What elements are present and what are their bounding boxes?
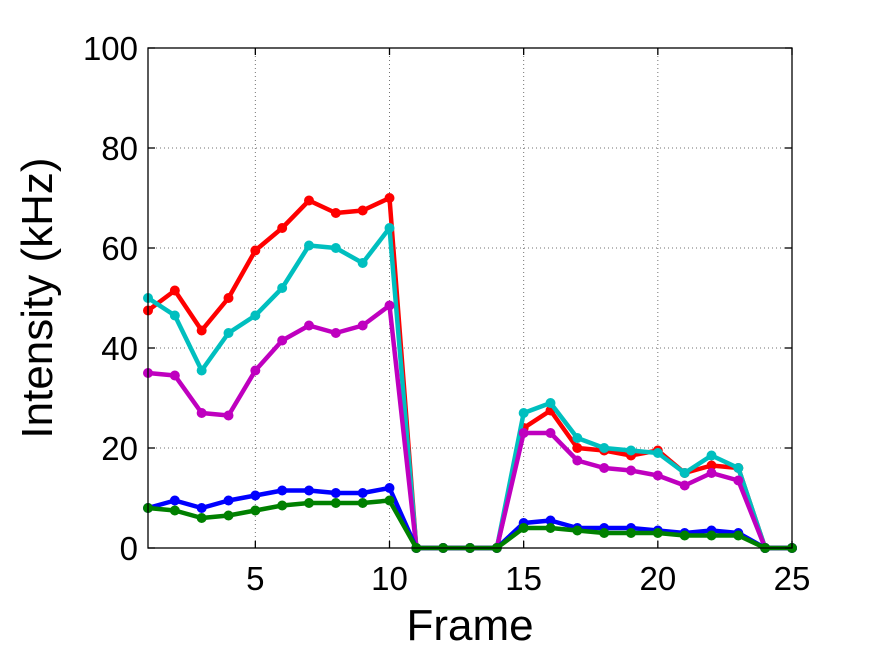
data-point	[706, 530, 717, 541]
x-tick-label: 15	[505, 560, 542, 597]
data-point	[304, 240, 314, 251]
data-point	[250, 310, 261, 321]
x-axis-title: Frame	[406, 601, 533, 650]
data-point	[626, 528, 636, 538]
data-point	[572, 443, 583, 453]
data-point	[626, 465, 636, 476]
data-point	[545, 515, 556, 526]
data-point	[223, 293, 234, 303]
data-point	[304, 195, 314, 206]
data-point	[599, 463, 610, 473]
data-point	[277, 500, 288, 511]
data-point	[679, 530, 690, 541]
data-point	[330, 243, 341, 253]
x-tick-label: 10	[371, 560, 408, 597]
axis-ticks	[148, 47, 793, 549]
data-point	[304, 320, 314, 331]
data-point	[384, 223, 395, 233]
data-point	[223, 510, 234, 521]
data-point	[572, 455, 583, 466]
y-axis-title: Intensity (kHz)	[13, 157, 62, 438]
data-point	[169, 495, 180, 506]
x-tick-label: 20	[639, 560, 676, 597]
data-point	[652, 470, 663, 481]
data-point	[518, 428, 529, 438]
y-tick-label: 60	[101, 230, 138, 267]
data-point	[572, 433, 583, 443]
data-point	[357, 258, 368, 268]
data-point	[196, 325, 207, 336]
data-point	[518, 523, 529, 533]
data-point	[733, 530, 744, 541]
data-point	[277, 223, 288, 233]
x-tick-labels: 5 10 15 20 25	[246, 560, 810, 597]
data-point	[545, 523, 556, 533]
data-point	[169, 505, 180, 516]
y-tick-label: 80	[101, 130, 138, 167]
data-point	[277, 335, 288, 346]
data-point	[384, 495, 395, 506]
data-point	[196, 513, 207, 523]
data-point	[357, 488, 368, 498]
data-point	[679, 468, 690, 478]
data-point	[223, 495, 234, 506]
data-point	[304, 498, 314, 508]
data-point	[706, 468, 717, 478]
data-point	[169, 370, 180, 381]
data-point	[196, 503, 207, 513]
data-point	[250, 505, 261, 516]
x-tick-label: 5	[246, 560, 264, 597]
y-tick-label: 100	[83, 30, 138, 67]
data-point	[545, 398, 556, 408]
data-point	[545, 428, 556, 438]
x-tick-label: 25	[774, 560, 811, 597]
data-point	[169, 310, 180, 321]
data-point	[250, 365, 261, 376]
data-point	[384, 193, 395, 203]
data-point	[357, 320, 368, 331]
data-point	[384, 483, 395, 493]
data-point	[304, 485, 314, 496]
y-tick-label: 20	[101, 430, 138, 467]
data-point	[733, 463, 744, 473]
data-point	[706, 460, 717, 471]
data-point	[250, 490, 261, 501]
data-point	[277, 485, 288, 496]
data-point	[196, 408, 207, 418]
data-point	[652, 528, 663, 538]
data-point	[599, 528, 610, 538]
data-point	[733, 475, 744, 486]
data-point	[384, 300, 395, 311]
data-point	[679, 480, 690, 491]
data-point	[223, 410, 234, 421]
data-point	[330, 328, 341, 338]
data-point	[518, 408, 529, 418]
data-point	[169, 285, 180, 296]
data-point	[706, 450, 717, 461]
data-point	[357, 205, 368, 216]
data-point	[330, 498, 341, 508]
y-tick-labels: 0 20 40 60 80 100	[83, 30, 138, 567]
data-point	[223, 328, 234, 338]
y-tick-label: 0	[120, 530, 138, 567]
data-point	[330, 488, 341, 498]
plot-frame	[147, 47, 793, 549]
y-tick-label: 40	[101, 330, 138, 367]
data-point	[357, 498, 368, 508]
data-point	[599, 443, 610, 453]
data-point	[196, 365, 207, 376]
data-point	[330, 208, 341, 218]
data-point	[572, 525, 583, 536]
data-point	[250, 245, 261, 256]
data-point	[626, 445, 636, 456]
data-point	[652, 448, 663, 458]
data-point	[277, 283, 288, 293]
